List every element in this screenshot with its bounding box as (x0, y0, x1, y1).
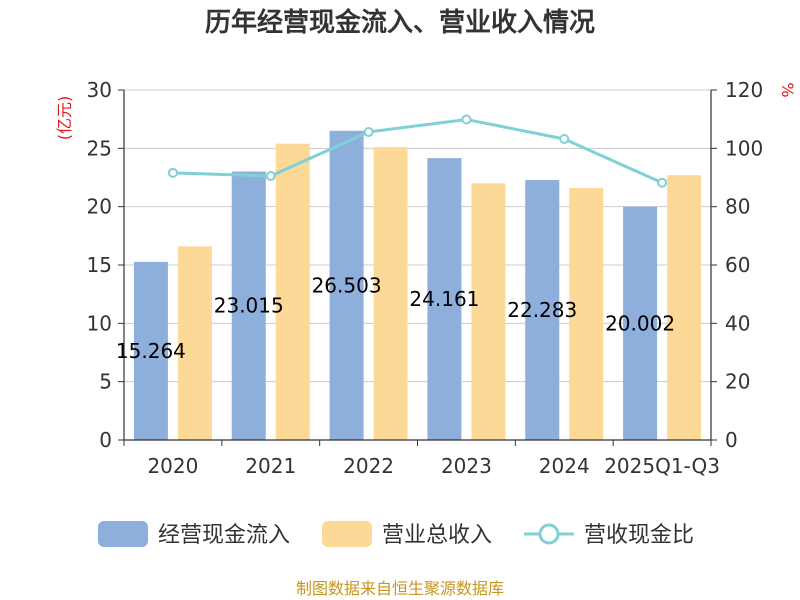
x-tick-label: 2023 (441, 454, 492, 478)
data-labels: 15.264 23.015 26.503 24.161 22.283 20.002 (116, 273, 675, 363)
left-tick-label: 15 (87, 253, 112, 277)
bar-经营现金流入-2025Q1-Q3 (623, 206, 658, 440)
x-tick-label: 2025Q1-Q3 (604, 454, 720, 478)
line-point-2020 (167, 167, 178, 178)
grid-lines (124, 89, 711, 383)
bar-营业总收入-2025Q1-Q3 (667, 175, 702, 440)
line-point-2021 (265, 171, 276, 182)
legend-swatch (322, 521, 372, 547)
bar-营业总收入-2022 (373, 147, 408, 440)
data-label: 20.002 (605, 311, 675, 335)
bar-营业总收入-2021 (275, 143, 310, 440)
bar-经营现金流入-2021 (231, 171, 266, 440)
bar-经营现金流入-2020 (133, 261, 168, 440)
right-tick-label: 0 (725, 428, 738, 452)
right-tick-label: 100 (725, 136, 763, 160)
line-point-2023 (461, 114, 472, 125)
legend-label: 营业总收入 (382, 523, 492, 548)
right-tick-label: 20 (725, 370, 750, 394)
x-tick-label: 2024 (539, 454, 590, 478)
bar-营业总收入-2024 (569, 188, 604, 440)
left-tick-label: 10 (87, 311, 112, 335)
data-label: 23.015 (214, 294, 284, 318)
line-point-2025Q1-Q3 (657, 177, 668, 188)
data-label: 26.503 (312, 273, 382, 297)
right-tick-label: 40 (725, 311, 750, 335)
right-axis-unit: % (778, 82, 797, 97)
legend: 经营现金流入 营业总收入 营收现金比 (98, 521, 694, 548)
left-tick-label: 5 (99, 370, 112, 394)
right-tick-label: 60 (725, 253, 750, 277)
x-tick-label: 2022 (343, 454, 394, 478)
bar-series (133, 130, 702, 441)
x-tick-label: 2020 (147, 454, 198, 478)
legend-label: 营收现金比 (584, 523, 694, 548)
line-point-2022 (363, 127, 374, 137)
line-series (167, 114, 668, 188)
bar-经营现金流入-2022 (329, 130, 364, 440)
axes: 0 5 10 15 20 25 30 0 20 40 60 80 100 120 2020 2021 2022 2… (87, 78, 764, 478)
left-tick-label: 25 (87, 136, 112, 160)
left-tick-label: 20 (87, 195, 112, 219)
legend-swatch (98, 521, 148, 547)
chart-title: 历年经营现金流入、营业收入情况 (205, 7, 595, 38)
bar-营业总收入-2020 (177, 246, 212, 440)
data-label: 24.161 (409, 287, 479, 311)
bar-营业总收入-2023 (471, 183, 506, 441)
left-axis-unit: (亿元) (55, 96, 74, 141)
legend-label: 经营现金流入 (158, 523, 290, 548)
left-tick-label: 30 (87, 78, 112, 102)
source-note: 制图数据来自恒生聚源数据库 (296, 579, 504, 598)
legend-marker (538, 523, 560, 545)
bar-经营现金流入-2024 (525, 180, 560, 440)
right-tick-label: 120 (725, 78, 763, 102)
line-营收现金比 (172, 117, 663, 185)
data-label: 15.264 (116, 339, 186, 363)
bar-经营现金流入-2023 (427, 158, 462, 440)
data-label: 22.283 (507, 298, 577, 322)
line-point-2024 (559, 134, 570, 144)
left-tick-label: 0 (99, 428, 112, 452)
x-tick-label: 2021 (245, 454, 296, 478)
right-tick-label: 80 (725, 195, 750, 219)
